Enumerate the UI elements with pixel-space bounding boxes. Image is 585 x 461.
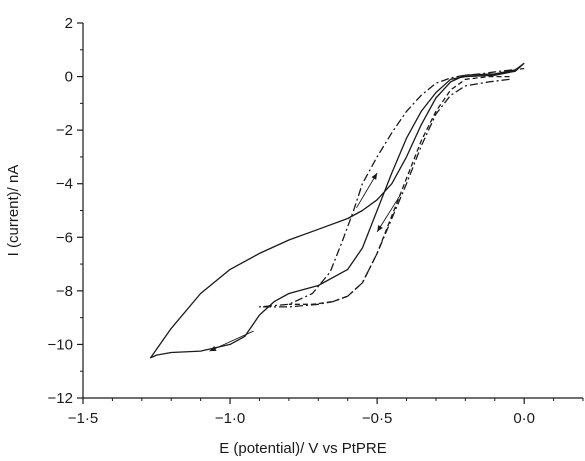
y-tick-label: 0 [65, 69, 73, 86]
y-tick-label: −6 [56, 229, 73, 246]
y-tick-label: −10 [48, 336, 73, 353]
direction-arrow [376, 194, 402, 233]
series-line-dashed [288, 75, 510, 305]
y-tick-label: 2 [65, 15, 73, 32]
y-axis-label: I (current)/ nA [5, 165, 22, 257]
x-tick-label: −1·5 [68, 410, 98, 427]
x-tick-label: −0·5 [362, 410, 392, 427]
direction-arrows [209, 172, 402, 352]
y-tick-label: −2 [56, 122, 73, 139]
x-tick-label: −1·0 [215, 410, 245, 427]
series-group [149, 62, 525, 359]
axes: −12 −10 −8 −6 −4 −2 0 2 −1·5 −1·0 −0·5 0·0 [48, 15, 584, 427]
direction-arrow [356, 172, 378, 209]
y-tick-label: −8 [56, 283, 73, 300]
direction-arrow [209, 330, 254, 352]
x-axis-label: E (potential)/ V vs PtPRE [219, 440, 387, 457]
y-tick-label: −4 [56, 176, 73, 193]
y-tick-label: −12 [48, 390, 73, 407]
x-tick-label: 0·0 [513, 410, 535, 427]
series-line-solid [149, 62, 525, 359]
series-line-dash-dot [258, 67, 525, 308]
